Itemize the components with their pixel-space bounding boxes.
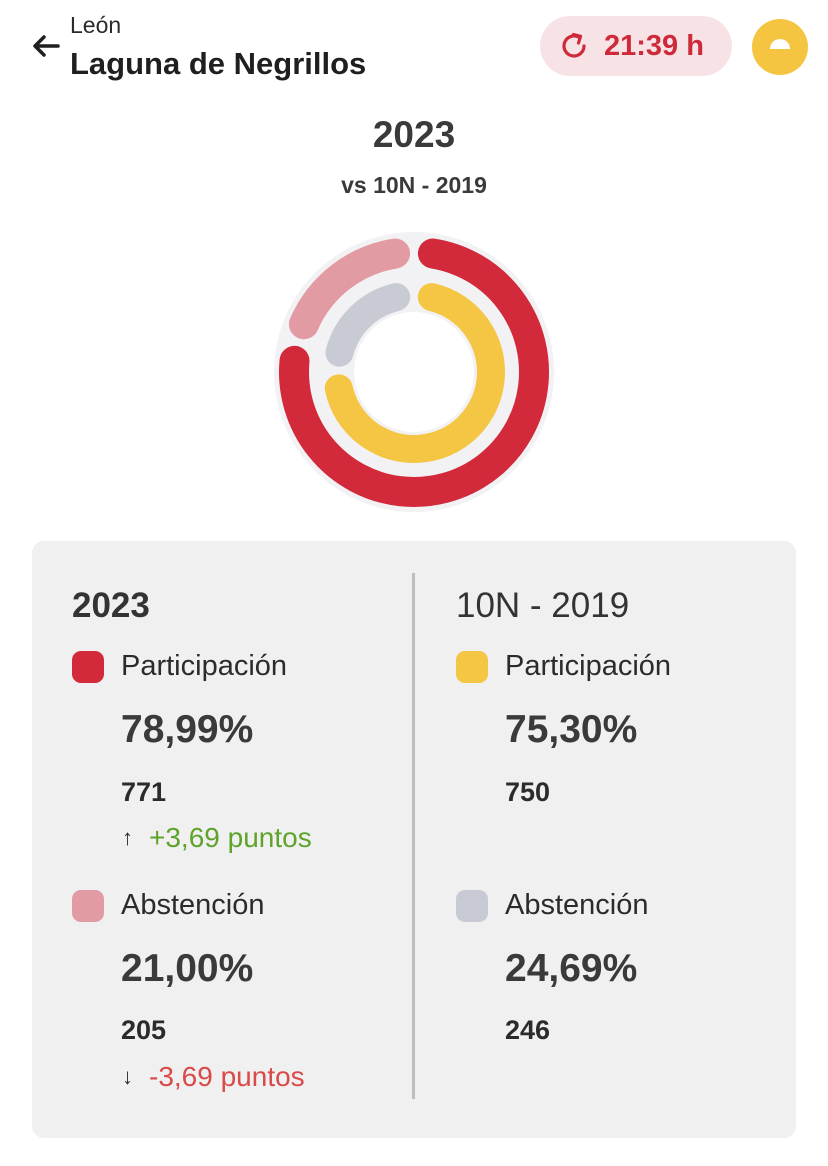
participation-2023-label: Participación	[121, 650, 288, 682]
inner-abstention-arc	[325, 283, 411, 367]
column-divider	[412, 573, 415, 1099]
participation-2023-delta: ↑ +3,69 puntos	[122, 822, 312, 854]
abstention-2023-swatch	[72, 890, 104, 922]
participation-2023-swatch	[72, 651, 104, 683]
inner-participation-arc	[324, 283, 505, 463]
outer-participation-arc	[279, 238, 549, 507]
abstention-2023-count: 205	[121, 1015, 167, 1045]
outer-abstention-arc	[288, 238, 411, 340]
right-year-title: 10N - 2019	[456, 586, 630, 625]
arrow-down-icon: ↓	[122, 1064, 133, 1089]
abstention-2023-delta: ↓ -3,69 puntos	[122, 1061, 305, 1093]
arrow-up-icon: ↑	[122, 825, 133, 850]
participation-2019-count: 750	[505, 777, 551, 807]
yellow-round-button[interactable]	[752, 19, 808, 75]
chart-year-title: 2023	[372, 114, 456, 155]
abstention-delta-text: -3,69 puntos	[149, 1061, 305, 1092]
region-name: León	[70, 12, 122, 38]
half-arc-icon	[770, 39, 790, 49]
donut-inner-hole	[354, 312, 474, 432]
participation-2019-swatch	[456, 651, 488, 683]
participation-2023-percent: 78,99%	[121, 708, 254, 751]
abstention-2019-percent: 24,69%	[505, 947, 638, 990]
abstention-2023-percent: 21,00%	[121, 947, 254, 990]
participation-2019-label: Participación	[505, 650, 672, 682]
abstention-2019-count: 246	[505, 1015, 551, 1045]
participation-donut-chart	[274, 232, 554, 512]
participation-2019-percent: 75,30%	[505, 708, 638, 751]
abstention-2019-label: Abstención	[505, 889, 649, 921]
top-bar: León Laguna de Negrillos 21:39 h	[0, 0, 828, 100]
page-title: Laguna de Negrillos	[70, 46, 367, 81]
refresh-icon	[562, 32, 586, 58]
left-year-title: 2023	[72, 586, 150, 625]
abstention-2019-swatch	[456, 890, 488, 922]
participation-2023-count: 771	[121, 777, 167, 807]
chart-comparison-subtitle: vs 10N - 2019	[341, 172, 487, 198]
refresh-time: 21:39 h	[604, 30, 704, 62]
abstention-2023-label: Abstención	[121, 889, 265, 921]
refresh-button[interactable]: 21:39 h	[540, 16, 732, 76]
back-button[interactable]	[26, 28, 66, 68]
back-arrow-icon	[33, 35, 60, 57]
participation-delta-text: +3,69 puntos	[149, 822, 312, 853]
